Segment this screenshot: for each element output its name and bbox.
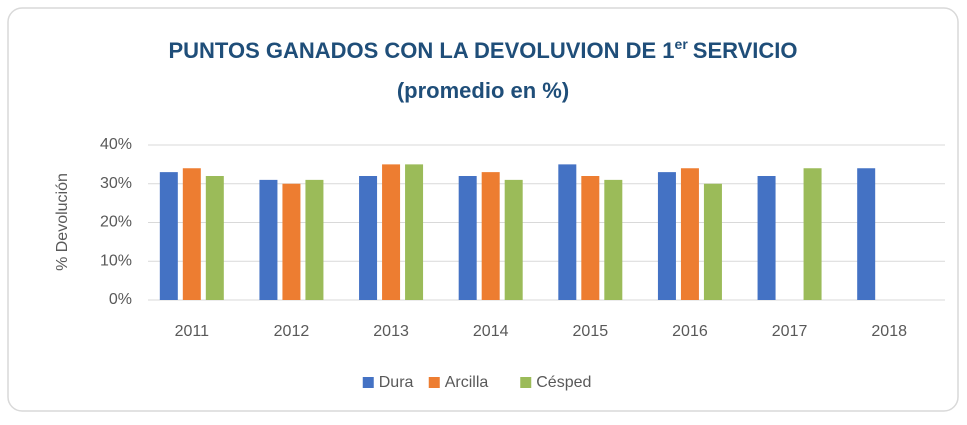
title-main: PUNTOS GANADOS CON LA DEVOLUVION DE 1 <box>168 38 674 63</box>
x-tick-label: 2013 <box>373 323 409 340</box>
bar <box>282 183 301 300</box>
y-tick-label: 40% <box>100 136 132 153</box>
legend-label: Dura <box>379 374 414 391</box>
legend-swatch <box>428 377 440 388</box>
bar <box>680 168 699 300</box>
legend-label: Césped <box>536 374 591 391</box>
bar <box>558 164 577 300</box>
bar <box>504 179 523 300</box>
bar <box>657 172 676 300</box>
bar <box>458 176 477 300</box>
y-tick-label: 10% <box>100 252 132 269</box>
bar <box>305 179 324 300</box>
bar <box>405 164 424 300</box>
title-end: SERVICIO <box>693 38 798 63</box>
bar <box>259 179 278 300</box>
x-tick-label: 2012 <box>274 323 310 340</box>
bar <box>757 176 776 300</box>
x-tick-label: 2011 <box>175 323 210 340</box>
bar <box>481 172 500 300</box>
bar <box>205 176 224 300</box>
legend-swatch <box>362 377 374 388</box>
bar <box>581 176 600 300</box>
x-tick-label: 2015 <box>573 323 609 340</box>
y-tick-label: 30% <box>100 175 132 192</box>
x-tick-label: 2018 <box>871 323 907 340</box>
bar <box>703 183 722 300</box>
bar <box>359 176 378 300</box>
bar <box>604 179 623 300</box>
y-tick-label: 0% <box>109 291 132 308</box>
legend-label: Arcilla <box>445 374 489 391</box>
x-tick-label: 2017 <box>772 323 808 340</box>
bar <box>159 172 178 300</box>
y-tick-label: 20% <box>100 214 132 231</box>
title-superscript: er <box>675 36 689 52</box>
chart-title: PUNTOS GANADOS CON LA DEVOLUVION DE 1er S… <box>168 36 797 63</box>
x-tick-label: 2016 <box>672 323 708 340</box>
bar <box>382 164 401 300</box>
legend-swatch <box>520 377 532 388</box>
bar <box>857 168 876 300</box>
bar <box>182 168 201 300</box>
y-axis-label: % Devolución <box>54 173 71 271</box>
bar <box>803 168 822 300</box>
x-tick-label: 2014 <box>473 323 509 340</box>
chart-subtitle: (promedio en %) <box>397 78 569 103</box>
